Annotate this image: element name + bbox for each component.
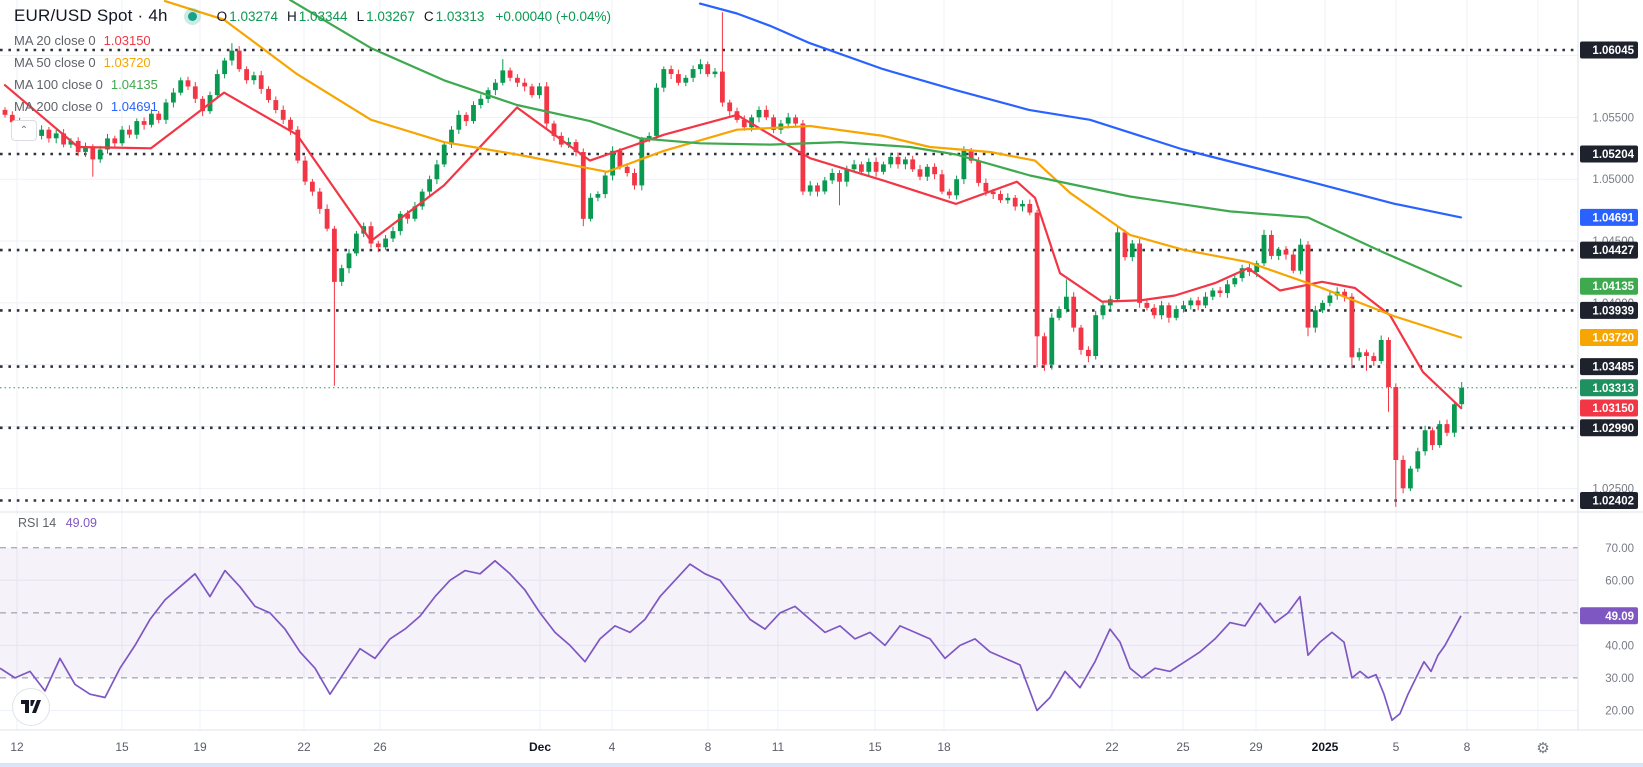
svg-text:1.06045: 1.06045 xyxy=(1592,45,1634,57)
ma200-price-badge: 1.04691 xyxy=(1580,208,1638,226)
price-level-badge: 1.02990 xyxy=(1580,419,1638,437)
rsi-line xyxy=(0,559,1462,722)
low-value: 1.03267 xyxy=(366,8,415,24)
svg-text:1.03485: 1.03485 xyxy=(1592,362,1634,374)
ma100-value: 1.04135 xyxy=(110,77,158,92)
chart-legend: EUR/USD Spot · 4h O 1.03274 H 1.03344 L 1.0… xyxy=(14,6,611,114)
time-tick-label: 29 xyxy=(1249,740,1263,754)
time-tick-label: 15 xyxy=(868,740,882,754)
ma50-label: MA 50 close 0 xyxy=(14,55,96,70)
rsi-axis[interactable]: 70.00 60.00 40.00 30.00 20.00 49.09 xyxy=(1580,543,1638,718)
market-status-dot xyxy=(187,11,197,21)
ma50-value: 1.03720 xyxy=(103,55,151,70)
ma20-label: MA 20 close 0 xyxy=(14,33,96,48)
time-axis-settings-gear-icon[interactable]: ⚙ xyxy=(1530,736,1556,760)
price-tick-label: 1.05500 xyxy=(1592,112,1634,124)
time-tick-label: 4 xyxy=(609,740,616,754)
current-price-badge: 1.03313 xyxy=(1580,379,1638,397)
time-tick-label: 12 xyxy=(10,740,24,754)
time-tick-label: 22 xyxy=(1105,740,1119,754)
time-tick-label: 22 xyxy=(297,740,311,754)
ohlc-values: O 1.03274 H 1.03344 L 1.03267 C 1.03313 +0.0… xyxy=(217,9,611,24)
open-label: O xyxy=(216,8,228,24)
high-value: 1.03344 xyxy=(298,8,348,24)
rsi-label: RSI xyxy=(18,516,39,530)
ma-overlays-layer xyxy=(3,0,1463,410)
ma50-line xyxy=(163,0,1463,339)
tradingview-logo-glyph xyxy=(21,700,41,713)
ma100-legend-row[interactable]: MA 100 close 0 1.04135 xyxy=(14,77,611,92)
time-tick-label: 8 xyxy=(705,740,712,754)
price-axis[interactable]: 1.055001.050001.045001.040001.025001.060… xyxy=(1580,41,1638,510)
ma50-legend-row[interactable]: MA 50 close 0 1.03720 xyxy=(14,55,611,70)
svg-text:1.02990: 1.02990 xyxy=(1592,423,1634,435)
time-tick-label: 5 xyxy=(1393,740,1400,754)
time-tick-label: 25 xyxy=(1176,740,1190,754)
price-tick-label: 1.05000 xyxy=(1592,174,1634,186)
svg-text:1.04135: 1.04135 xyxy=(1592,281,1634,293)
ma200-label: MA 200 close 0 xyxy=(14,99,103,114)
ma200-value: 1.04691 xyxy=(110,99,158,114)
ma20-line xyxy=(3,84,1463,410)
rsi-tick-label: 30.00 xyxy=(1605,673,1634,685)
svg-text:1.04427: 1.04427 xyxy=(1592,245,1634,257)
svg-text:1.02402: 1.02402 xyxy=(1592,496,1634,508)
svg-text:1.05204: 1.05204 xyxy=(1592,149,1634,161)
rsi-value: 49.09 xyxy=(65,516,97,530)
close-value: 1.03313 xyxy=(435,8,485,24)
rsi-legend-row[interactable]: RSI 14 49.09 xyxy=(14,515,101,531)
price-level-badge: 1.02402 xyxy=(1580,492,1638,509)
ma100-line xyxy=(288,0,1463,288)
time-tick-label: 8 xyxy=(1464,740,1471,754)
svg-text:1.03720: 1.03720 xyxy=(1592,333,1634,345)
price-level-badge: 1.03485 xyxy=(1580,358,1638,376)
ma50-price-badge: 1.03720 xyxy=(1580,329,1638,346)
ma20-price-badge: 1.03150 xyxy=(1580,399,1638,417)
time-tick-label: 2025 xyxy=(1312,740,1339,754)
ma200-line xyxy=(698,2,1463,219)
svg-text:1.03939: 1.03939 xyxy=(1592,305,1634,317)
time-tick-label: 15 xyxy=(115,740,129,754)
svg-text:1.03313: 1.03313 xyxy=(1592,383,1634,395)
time-tick-label: 26 xyxy=(373,740,387,754)
change-value: +0.00040 (+0.04%) xyxy=(495,8,612,24)
time-tick-label: Dec xyxy=(529,740,551,754)
symbol-title[interactable]: EUR/USD Spot · 4h xyxy=(14,6,168,25)
ma20-value: 1.03150 xyxy=(103,33,151,48)
collapse-indicators-button[interactable]: ⌃ xyxy=(11,120,37,141)
close-label: C xyxy=(423,8,434,24)
bottom-edge-strip xyxy=(0,763,1643,767)
symbol-row: EUR/USD Spot · 4h O 1.03274 H 1.03344 L 1.0… xyxy=(14,6,611,26)
pane-separators[interactable] xyxy=(0,0,1643,731)
ma100-price-badge: 1.04135 xyxy=(1580,277,1638,295)
svg-text:1.03150: 1.03150 xyxy=(1592,403,1634,415)
time-tick-label: 11 xyxy=(772,740,785,754)
time-tick-label: 18 xyxy=(937,740,951,754)
price-level-badge: 1.04427 xyxy=(1580,241,1638,259)
high-label: H xyxy=(287,8,297,24)
price-level-badge: 1.05204 xyxy=(1580,145,1638,163)
ma100-label: MA 100 close 0 xyxy=(14,77,103,92)
price-level-badge: 1.03939 xyxy=(1580,301,1638,319)
tradingview-logo[interactable] xyxy=(12,688,50,726)
price-level-badge: 1.06045 xyxy=(1580,41,1638,59)
ma200-legend-row[interactable]: MA 200 close 0 1.04691 xyxy=(14,99,611,114)
rsi-tick-label: 70.00 xyxy=(1605,543,1634,555)
rsi-tick-label: 60.00 xyxy=(1605,575,1634,587)
low-label: L xyxy=(356,8,365,24)
rsi-current-badge: 49.09 xyxy=(1580,607,1638,625)
svg-text:49.09: 49.09 xyxy=(1605,611,1634,623)
rsi-tick-label: 40.00 xyxy=(1605,640,1634,652)
open-value: 1.03274 xyxy=(229,8,278,24)
ma20-legend-row[interactable]: MA 20 close 0 1.03150 xyxy=(14,33,611,48)
rsi-band xyxy=(0,547,1578,679)
svg-text:1.04691: 1.04691 xyxy=(1592,212,1634,224)
rsi-period: 14 xyxy=(42,516,57,530)
time-tick-label: 19 xyxy=(193,740,207,754)
time-axis[interactable]: 12 15 19 22 26 Dec 4 8 11 15 18 22 25 29 2025 5 8 xyxy=(10,740,1470,754)
rsi-tick-label: 20.00 xyxy=(1605,706,1634,718)
